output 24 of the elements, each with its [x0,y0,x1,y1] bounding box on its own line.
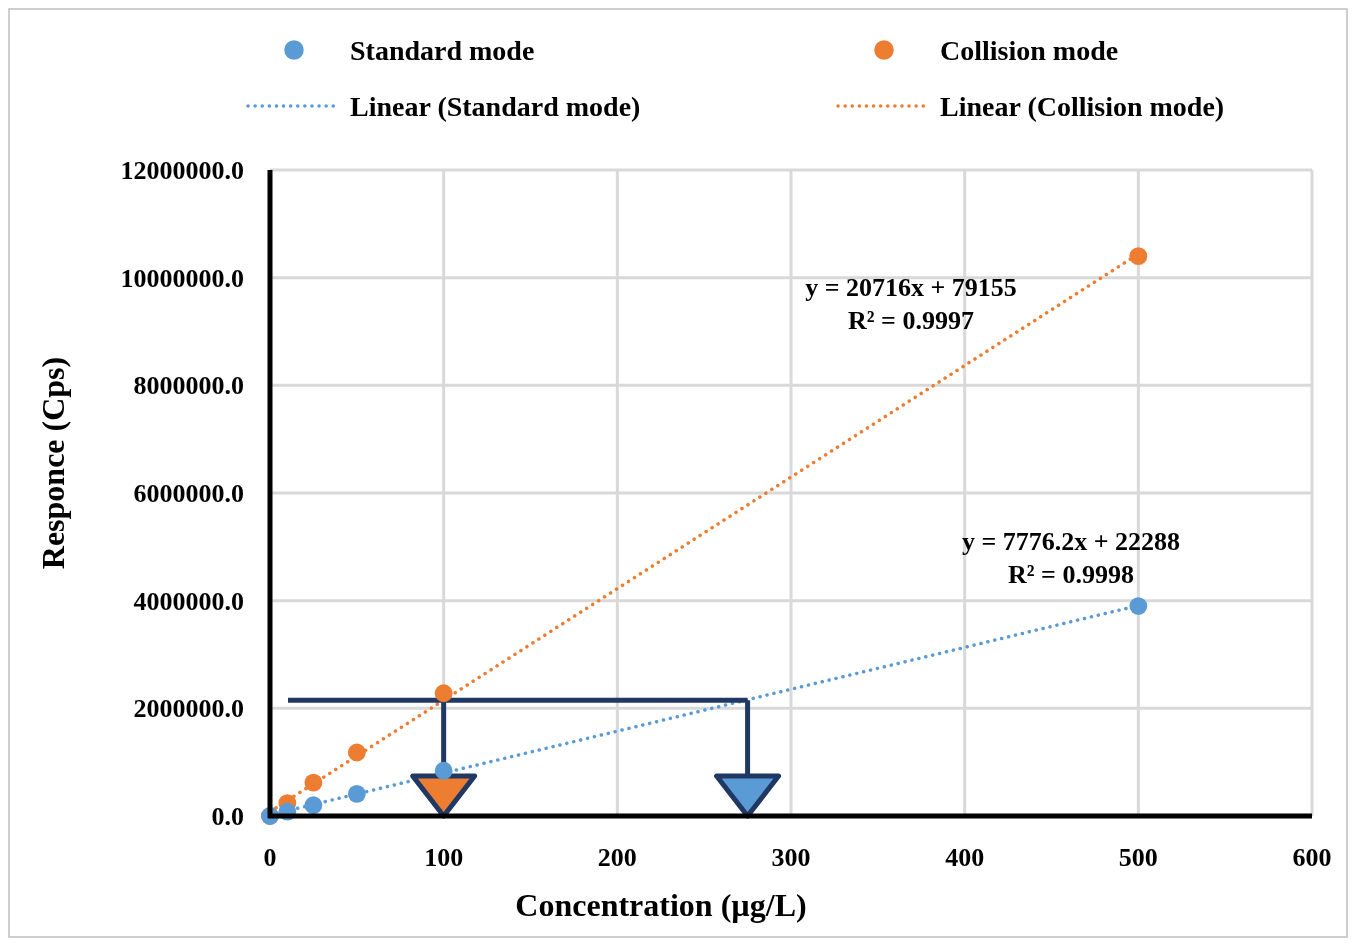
legend-label: Linear (Standard mode) [350,91,641,122]
y-tick-label: 10000000.0 [120,263,244,293]
legend-label: Collision mode [940,35,1119,66]
x-tick-label: 500 [1118,843,1158,872]
y-tick-label: 6000000.0 [133,479,244,508]
x-tick-label: 200 [597,843,637,872]
y-axis-title: Responce (Cps) [35,356,71,570]
x-axis-title: Concentration (µg/L) [515,887,807,923]
x-tick-label: 400 [945,843,985,872]
y-tick-label: 4000000.0 [133,586,244,616]
y-tick-label: 2000000.0 [133,694,244,724]
legend-label: Linear (Collision mode) [940,91,1225,122]
annotation: R² = 0.9997 [848,306,974,335]
annotation: R² = 0.9998 [1008,560,1134,589]
annotation: y = 7776.2x + 22288 [961,527,1181,556]
legend-label: Standard mode [350,35,535,66]
y-tick-label: 12000000.0 [120,156,244,185]
annotation: y = 20716x + 79155 [805,273,1017,302]
x-tick-label: 0 [263,843,277,872]
x-tick-label: 100 [424,843,464,872]
y-tick-label: 0.0 [211,802,244,831]
y-tick-label: 8000000.0 [133,371,244,401]
x-tick-label: 300 [771,843,811,872]
x-tick-label: 600 [1292,843,1332,872]
